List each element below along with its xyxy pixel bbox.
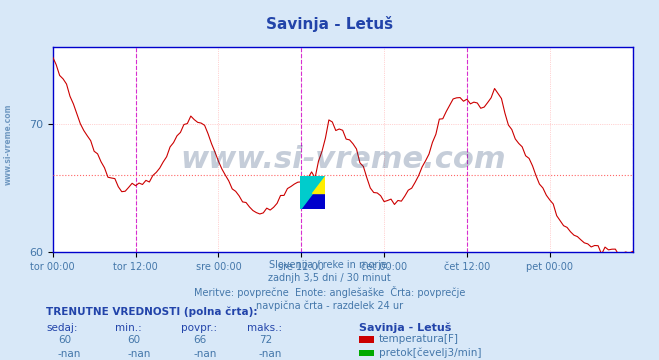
Text: -nan: -nan — [259, 348, 282, 359]
Text: 60: 60 — [127, 335, 140, 345]
Text: 66: 66 — [193, 335, 206, 345]
Text: Savinja - Letuš: Savinja - Letuš — [359, 322, 451, 333]
Text: sedaj:: sedaj: — [46, 323, 78, 333]
Text: -nan: -nan — [58, 348, 81, 359]
Text: navpična črta - razdelek 24 ur: navpična črta - razdelek 24 ur — [256, 300, 403, 311]
Text: 60: 60 — [58, 335, 71, 345]
Text: -nan: -nan — [127, 348, 150, 359]
Text: temperatura[F]: temperatura[F] — [379, 334, 459, 345]
Text: Savinja - Letuš: Savinja - Letuš — [266, 16, 393, 32]
Text: maks.:: maks.: — [247, 323, 282, 333]
Polygon shape — [300, 176, 325, 209]
Text: Meritve: povprečne  Enote: anglešaške  Črta: povprečje: Meritve: povprečne Enote: anglešaške Črt… — [194, 286, 465, 298]
Text: -nan: -nan — [193, 348, 216, 359]
Text: 72: 72 — [259, 335, 272, 345]
Text: www.si-vreme.com: www.si-vreme.com — [180, 145, 505, 174]
Polygon shape — [300, 176, 325, 209]
Text: Slovenija / reke in morje.: Slovenija / reke in morje. — [269, 260, 390, 270]
Text: zadnjh 3,5 dni / 30 minut: zadnjh 3,5 dni / 30 minut — [268, 273, 391, 283]
Text: www.si-vreme.com: www.si-vreme.com — [3, 103, 13, 185]
Text: min.:: min.: — [115, 323, 142, 333]
Text: pretok[čevelj3/min]: pretok[čevelj3/min] — [379, 347, 482, 358]
Text: povpr.:: povpr.: — [181, 323, 217, 333]
Polygon shape — [312, 176, 325, 193]
Text: TRENUTNE VREDNOSTI (polna črta):: TRENUTNE VREDNOSTI (polna črta): — [46, 306, 258, 317]
